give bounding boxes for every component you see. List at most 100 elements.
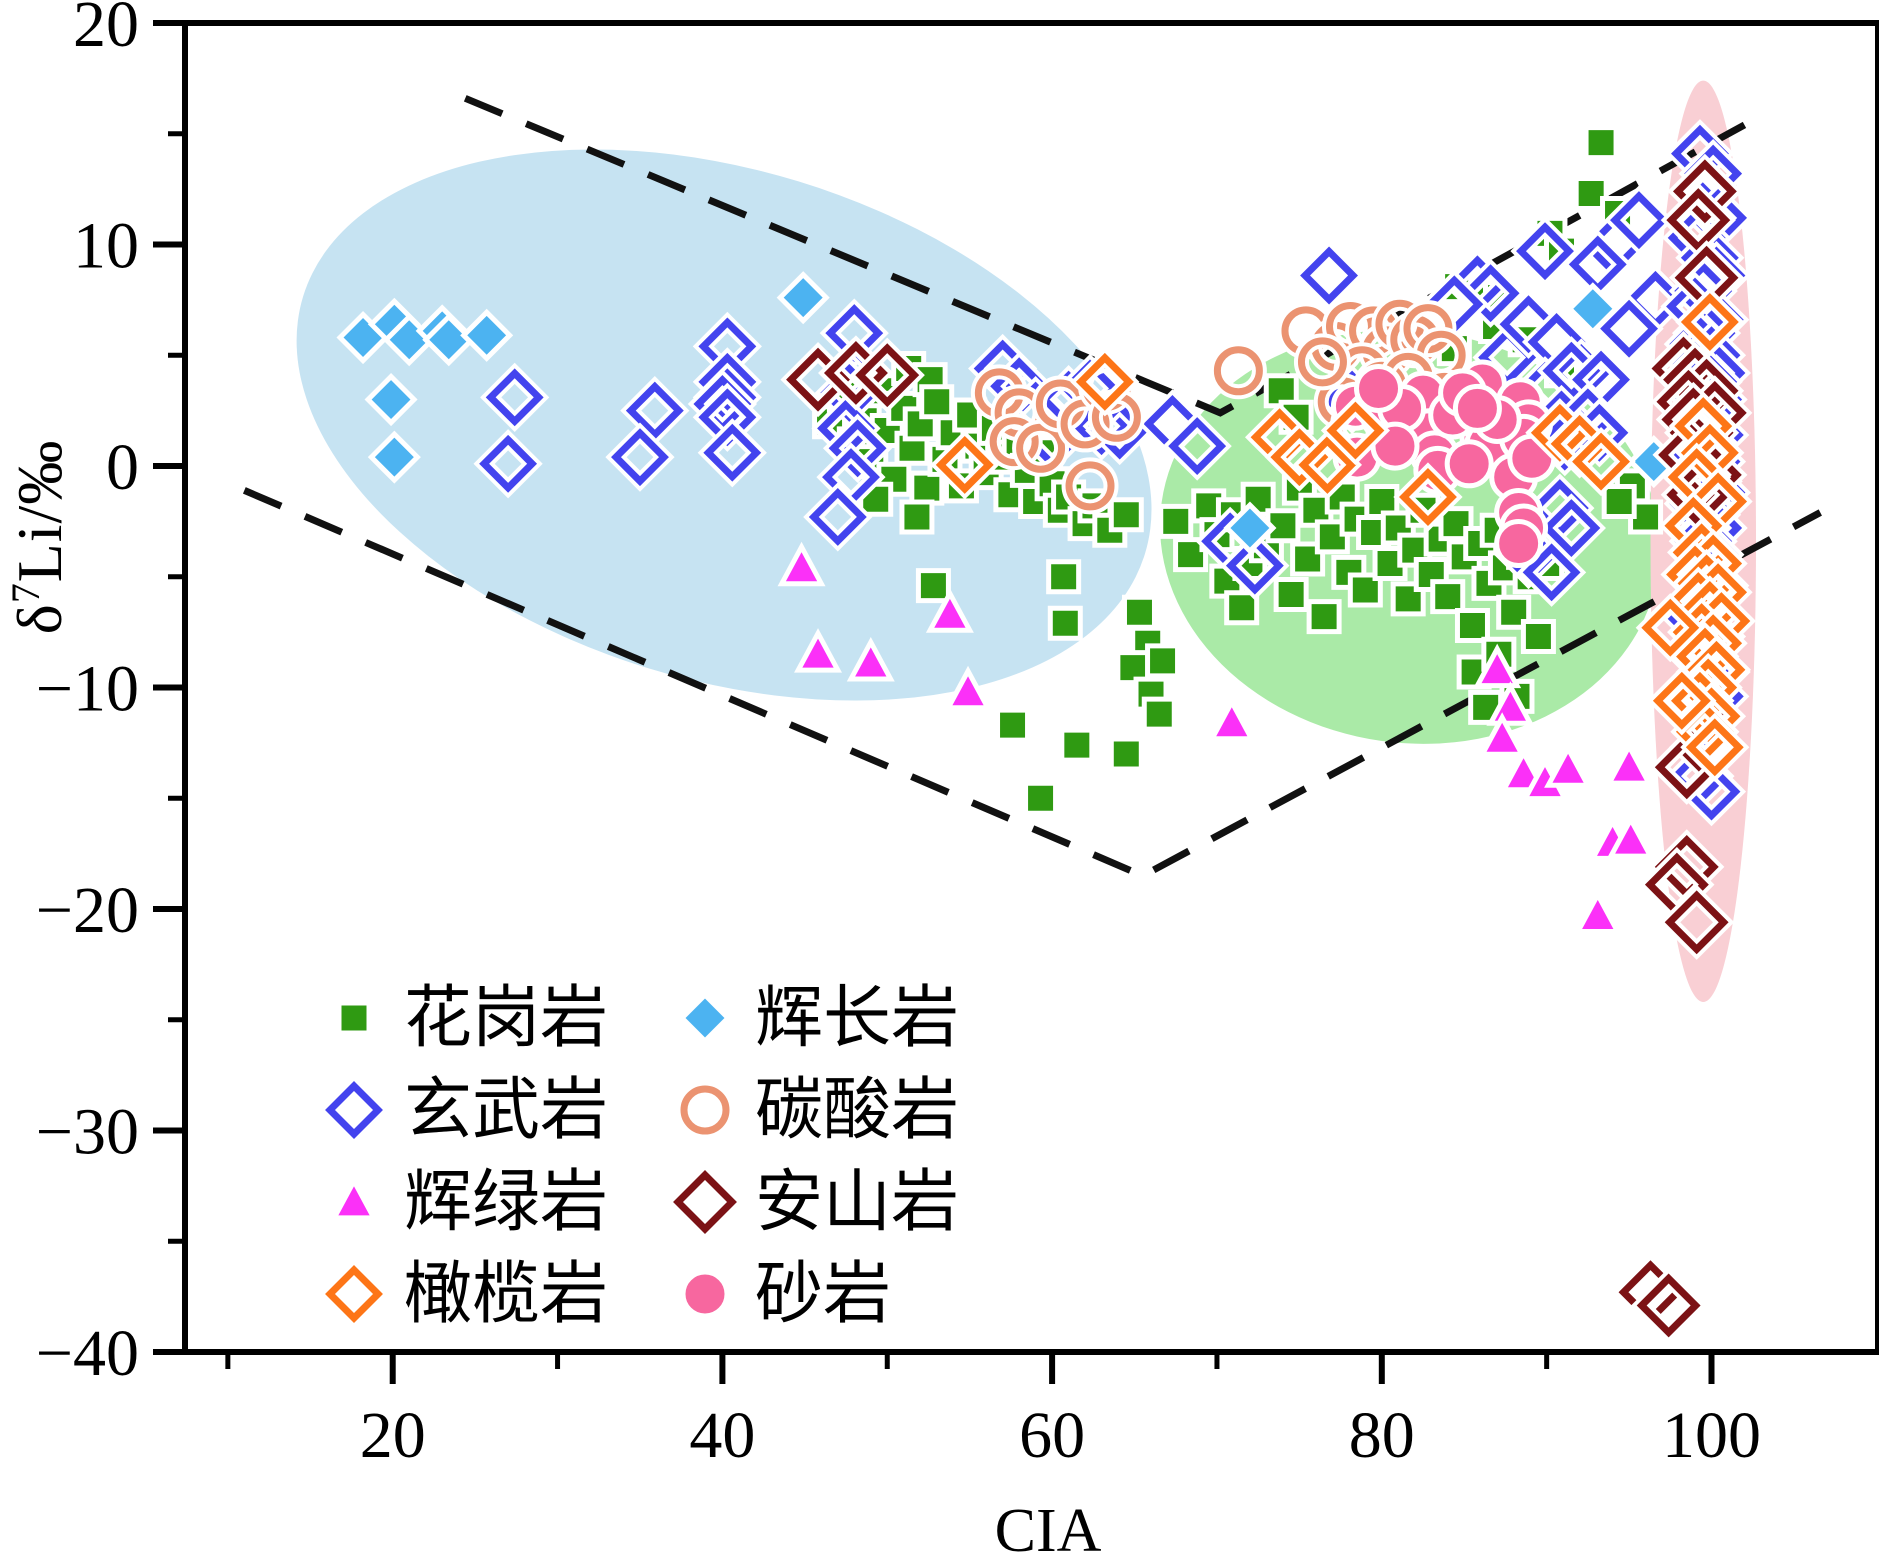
legend-item-granite: 花岗岩: [318, 972, 608, 1064]
data-point-peridotite: [1075, 352, 1134, 411]
data-point-granite: [1273, 576, 1309, 612]
data-point-granite: [1108, 497, 1144, 533]
data-point-basalt: [698, 352, 757, 411]
peridotite-marker-icon: [319, 1259, 389, 1329]
data-point-basalt: [703, 423, 762, 482]
carbonatite-marker-icon: [676, 1081, 734, 1139]
y-tick-label: 10: [73, 210, 139, 283]
data-point-sandstone: [1354, 363, 1404, 413]
granite-legend-glyph: [336, 1000, 372, 1036]
data-point-basalt: [611, 428, 669, 487]
data-point-andesite: [1672, 159, 1737, 224]
diabase-marker-icon: [330, 1175, 378, 1221]
data-point-peridotite: [1298, 435, 1357, 494]
data-point-granite: [915, 568, 951, 604]
data-point-granite: [1046, 559, 1082, 595]
data-point-granite: [919, 384, 955, 420]
gabbro-legend-glyph: [678, 991, 732, 1045]
data-point-peridotite: [935, 435, 994, 494]
x-tick-label: 100: [1662, 1399, 1761, 1472]
data-point-basalt: [625, 381, 684, 440]
data-point-gabbro: [1566, 282, 1620, 336]
legend-item-carbonatite: 碳酸岩: [669, 1064, 959, 1156]
data-point-diabase: [1544, 743, 1593, 788]
data-point-basalt: [808, 487, 867, 546]
data-point-diabase: [846, 636, 895, 682]
data-point-basalt: [1542, 499, 1601, 557]
data-point-sandstone: [1444, 439, 1494, 489]
data-point-gabbro: [1223, 501, 1277, 555]
data-point-diabase: [944, 665, 993, 711]
legend-label-granite: 花岗岩: [404, 980, 609, 1056]
data-point-basalt: [1522, 543, 1581, 602]
data-point-diabase: [925, 588, 974, 633]
data-point-basalt: [1461, 264, 1520, 323]
data-point-diabase: [1605, 741, 1654, 786]
data-point-granite: [1601, 483, 1637, 519]
data-point-granite: [1628, 499, 1664, 535]
data-point-diabase: [1486, 681, 1535, 726]
peridotite-legend-glyph: [319, 1259, 389, 1329]
data-point-peridotite: [1399, 468, 1457, 526]
data-point-granite: [1347, 572, 1383, 608]
data-point-granite: [1047, 605, 1083, 641]
data-point-granite: [909, 470, 945, 506]
data-point-gabbro: [776, 271, 830, 325]
legend-item-peridotite: 橄榄岩: [318, 1248, 608, 1340]
y-tick-label: 0: [106, 431, 139, 504]
boundary-lines: [242, 95, 1822, 880]
data-point-peridotite: [1572, 432, 1630, 491]
data-point-granite: [1306, 599, 1342, 635]
data-point-sandstone: [1452, 383, 1502, 433]
lower-dashed-boundary: [242, 487, 1822, 880]
data-point-andesite: [1666, 188, 1731, 253]
data-point-basalt: [479, 434, 538, 493]
legend-item-diabase: 辉绿岩: [318, 1156, 608, 1248]
legend-label-basalt: 玄武岩: [404, 1072, 609, 1148]
data-point-andesite: [1636, 1273, 1701, 1338]
data-point-basalt: [1516, 222, 1574, 281]
data-point-granite: [899, 499, 935, 535]
data-point-basalt: [1610, 191, 1668, 250]
data-point-carbonatite: [1016, 423, 1066, 473]
y-tick-label: 20: [73, 0, 139, 61]
data-point-basalt: [1225, 536, 1284, 595]
legend-column-2: 辉长岩 碳酸岩 安山岩 砂岩: [669, 972, 959, 1340]
sandstone-legend-glyph: [680, 1269, 730, 1319]
data-point-granite: [1454, 607, 1490, 643]
data-point-carbonatite: [1065, 461, 1115, 511]
legend-item-basalt: 玄武岩: [318, 1064, 608, 1156]
data-point-basalt: [1604, 185, 1674, 255]
series-diabase: [777, 541, 1655, 934]
data-point-diabase: [1478, 712, 1527, 757]
x-tick-label: 40: [689, 1399, 755, 1472]
legend-item-gabbro: 辉长岩: [669, 972, 959, 1064]
gabbro-marker-icon: [678, 991, 732, 1045]
andesite-legend-glyph: [673, 1170, 737, 1234]
series-sandstone: [1330, 359, 1557, 569]
data-point-andesite: [1664, 890, 1729, 955]
data-point-peridotite: [1652, 671, 1711, 730]
x-tick-label: 20: [360, 1399, 426, 1472]
data-point-diabase: [1473, 643, 1522, 689]
x-tick-label: 60: [1019, 1399, 1085, 1472]
data-point-diabase: [777, 541, 826, 587]
data-point-andesite: [855, 343, 920, 408]
data-point-basalt: [1168, 417, 1227, 476]
data-point-diabase: [1573, 889, 1622, 934]
data-point-gabbro: [460, 308, 514, 362]
data-point-peridotite: [1641, 598, 1700, 657]
diabase-legend-glyph: [330, 1175, 378, 1221]
series-gabbro: [336, 271, 1681, 555]
legend-item-andesite: 安山岩: [669, 1156, 959, 1248]
y-tick-label: −10: [36, 653, 139, 726]
legend-column-1: 花岗岩 玄武岩 辉绿岩 橄榄岩: [318, 972, 608, 1340]
data-point-granite: [1158, 503, 1194, 539]
legend-item-sandstone: 砂岩: [669, 1248, 959, 1340]
andesite-legend-glyph: [669, 1166, 741, 1238]
series-peridotite: [930, 287, 1756, 782]
data-point-sandstone: [1494, 519, 1544, 569]
data-point-basalt: [1600, 299, 1659, 358]
basalt-legend-glyph: [319, 1075, 389, 1145]
